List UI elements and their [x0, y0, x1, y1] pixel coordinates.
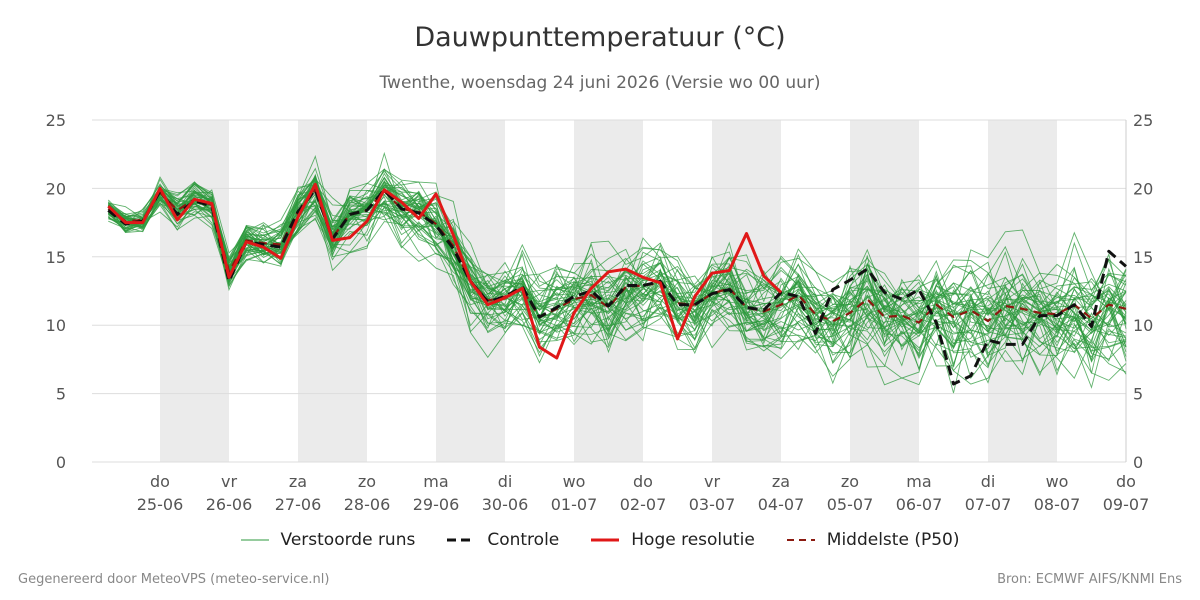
x-tick-date-0: 25-06 — [137, 495, 184, 514]
legend: Verstoorde runs Controle Hoge resolutie … — [0, 530, 1200, 550]
y-tick-right-0: 0 — [1133, 453, 1143, 472]
x-tick-day-7: do — [633, 472, 653, 491]
legend-item-median[interactable]: Middelste (P50) — [786, 530, 960, 550]
x-tick-day-9: za — [772, 472, 790, 491]
legend-label-ensemble: Verstoorde runs — [280, 530, 416, 550]
x-tick-day-1: vr — [221, 472, 237, 491]
y-tick-right-10: 10 — [1133, 316, 1153, 335]
x-axis: do 25-06 vr 26-06 za 27-06 zo 28-06 ma 29-06 di 30-… — [137, 472, 1150, 514]
x-tick-day-8: vr — [704, 472, 720, 491]
series-control-line — [107, 188, 1127, 386]
shaded-band-0 — [160, 120, 229, 462]
x-tick-date-8: 03-07 — [689, 495, 736, 514]
x-tick-date-3: 28-06 — [344, 495, 391, 514]
y-tick-left-10: 10 — [46, 316, 66, 335]
ensemble-member-44 — [108, 184, 1127, 365]
y-tick-right-25: 25 — [1133, 111, 1153, 130]
x-tick-date-1: 26-06 — [206, 495, 253, 514]
ensemble-member-46 — [108, 188, 1127, 366]
x-tick-day-5: di — [498, 472, 513, 491]
legend-item-hires[interactable]: Hoge resolutie — [591, 530, 755, 550]
ensemble-member-41 — [108, 151, 1127, 325]
x-tick-date-4: 29-06 — [413, 495, 460, 514]
x-tick-day-6: wo — [563, 472, 586, 491]
x-tick-date-6: 01-07 — [551, 495, 598, 514]
x-tick-date-5: 30-06 — [482, 495, 529, 514]
ensemble-member-47 — [107, 170, 1127, 385]
x-tick-day-12: di — [981, 472, 996, 491]
footer-source: Bron: ECMWF AIFS/KNMI Ens — [997, 572, 1182, 587]
footer-generated-by: Gegenereerd door MeteoVPS (meteo-service… — [18, 572, 330, 587]
series-hires-line — [107, 182, 783, 360]
x-tick-date-13: 08-07 — [1034, 495, 1081, 514]
ensemble-member-31 — [108, 180, 1127, 354]
y-tick-left-0: 0 — [56, 453, 66, 472]
y-axis-left: 0 5 10 15 20 25 — [46, 111, 66, 472]
x-tick-day-0: do — [150, 472, 170, 491]
ensemble-member-48 — [108, 189, 1127, 355]
x-tick-day-4: ma — [423, 472, 448, 491]
x-tick-date-14: 09-07 — [1103, 495, 1150, 514]
y-tick-left-25: 25 — [46, 111, 66, 130]
ensemble-member-33 — [108, 178, 1127, 379]
legend-label-hires: Hoge resolutie — [631, 530, 755, 550]
ensemble-member-7 — [107, 181, 1127, 368]
y-tick-left-15: 15 — [46, 248, 66, 267]
legend-swatch-control — [447, 538, 476, 542]
y-tick-left-20: 20 — [46, 179, 66, 198]
x-tick-day-3: zo — [358, 472, 376, 491]
y-tick-right-5: 5 — [1133, 385, 1143, 404]
legend-label-median: Middelste (P50) — [826, 530, 960, 550]
x-tick-day-13: wo — [1046, 472, 1069, 491]
x-tick-date-7: 02-07 — [620, 495, 667, 514]
legend-item-control[interactable]: Controle — [447, 530, 559, 550]
legend-swatch-hires — [591, 538, 620, 542]
series-median-line — [107, 188, 1127, 324]
legend-swatch-median — [786, 539, 815, 541]
x-tick-day-10: zo — [841, 472, 859, 491]
main-series — [107, 182, 1127, 386]
x-tick-date-10: 05-07 — [827, 495, 874, 514]
y-axis-right: 0 5 10 15 20 25 — [1133, 111, 1153, 472]
shaded-band-1 — [298, 120, 367, 462]
y-tick-right-15: 15 — [1133, 248, 1153, 267]
ensemble-member-29 — [108, 175, 1127, 364]
ensemble-member-38 — [107, 198, 1127, 356]
y-tick-right-20: 20 — [1133, 179, 1153, 198]
x-tick-day-11: ma — [906, 472, 931, 491]
x-tick-date-9: 04-07 — [758, 495, 805, 514]
x-tick-day-14: do — [1116, 472, 1136, 491]
x-tick-day-2: za — [289, 472, 307, 491]
x-tick-date-12: 07-07 — [965, 495, 1012, 514]
chart-title: Dauwpunttemperatuur (°C) — [414, 22, 786, 53]
legend-item-ensemble[interactable]: Verstoorde runs — [240, 530, 416, 550]
legend-swatch-ensemble — [240, 539, 269, 541]
ensemble-member-10 — [107, 172, 1127, 385]
y-tick-left-5: 5 — [56, 385, 66, 404]
legend-label-control: Controle — [487, 530, 560, 550]
x-tick-date-2: 27-06 — [275, 495, 322, 514]
chart-subtitle: Twenthe, woensdag 24 juni 2026 (Versie w… — [379, 73, 821, 93]
x-tick-date-11: 06-07 — [896, 495, 943, 514]
